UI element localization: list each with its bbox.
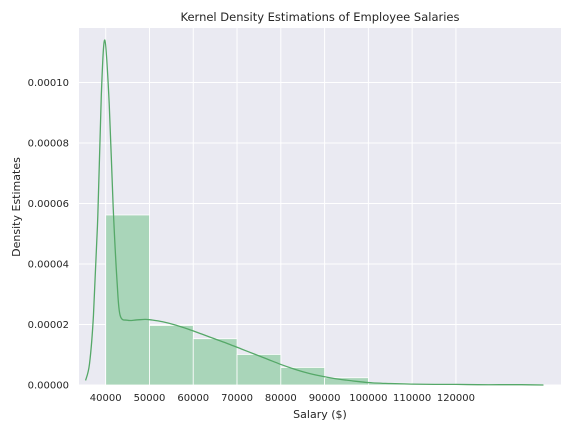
histogram-bar xyxy=(324,377,369,386)
y-axis-label: Density Estimates xyxy=(10,157,23,257)
x-tick-label: 110000 xyxy=(393,393,431,404)
x-tick-label: 80000 xyxy=(265,393,297,404)
chart-title: Kernel Density Estimations of Employee S… xyxy=(181,10,460,24)
x-tick-label: 70000 xyxy=(221,393,253,404)
histogram-bar xyxy=(105,214,150,386)
histogram-bar xyxy=(280,367,325,386)
x-tick-label: 100000 xyxy=(349,393,387,404)
y-tick-label: 0.00010 xyxy=(28,78,69,89)
histogram-bar xyxy=(236,354,282,386)
x-tick-label: 120000 xyxy=(437,393,475,404)
x-axis-label: Salary ($) xyxy=(293,408,347,421)
x-tick-label: 90000 xyxy=(309,393,341,404)
y-tick-label: 0.00008 xyxy=(28,138,69,149)
y-tick-labels: 0.00000 0.00002 0.00004 0.00006 0.00008 0.000… xyxy=(28,78,69,392)
x-tick-label: 50000 xyxy=(134,393,166,404)
y-tick-label: 0.00006 xyxy=(28,199,69,210)
y-tick-label: 0.00000 xyxy=(28,381,69,392)
histogram-bar xyxy=(192,338,238,386)
kde-curve xyxy=(84,39,544,386)
y-tick-label: 0.00002 xyxy=(28,320,69,331)
y-tick-label: 0.00004 xyxy=(28,259,69,270)
x-tick-label: 60000 xyxy=(177,393,209,404)
histogram-bar xyxy=(149,324,194,386)
x-gridlines xyxy=(105,28,457,385)
x-tick-label: 40000 xyxy=(90,393,122,404)
x-tick-labels: 40000 50000 60000 70000 80000 90000 100000 1100… xyxy=(90,393,475,404)
histogram-bars xyxy=(105,214,544,386)
